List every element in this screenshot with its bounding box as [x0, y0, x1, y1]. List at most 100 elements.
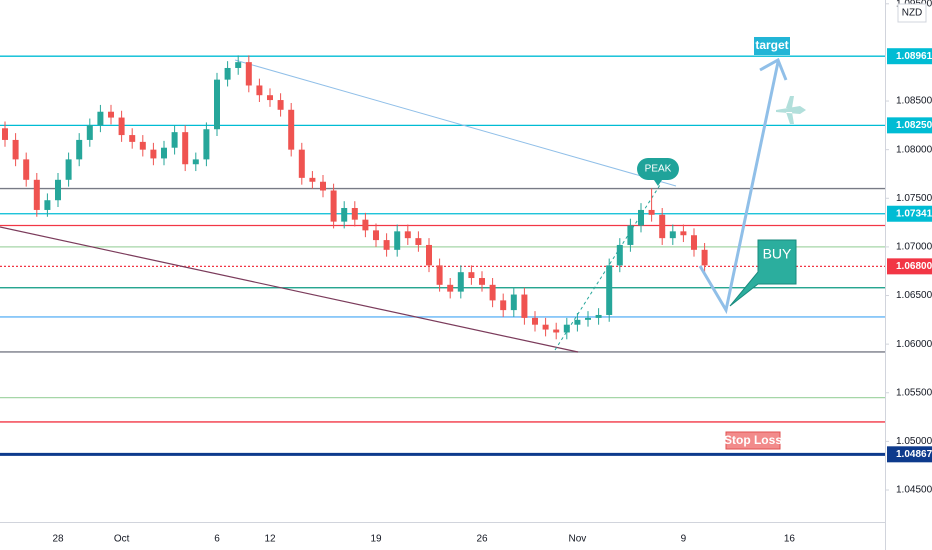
candle-body — [362, 219, 369, 231]
trend-line — [0, 226, 579, 353]
candle-body — [648, 209, 655, 215]
buy-label: BUY — [763, 246, 792, 262]
candle-body — [97, 111, 104, 126]
candle-body — [235, 62, 242, 68]
candle-body — [33, 179, 40, 210]
y-tick-label: 1.05000 — [896, 436, 932, 447]
projection-arrow — [698, 61, 780, 315]
candle-body — [404, 231, 411, 239]
candle-body — [309, 177, 316, 182]
candle-body — [129, 135, 136, 142]
candle-body — [553, 329, 560, 333]
candle-body — [277, 100, 284, 110]
levels — [0, 55, 885, 456]
candle-body — [585, 317, 591, 320]
plane-icon — [776, 96, 806, 124]
candle-body — [330, 190, 337, 222]
candle-body — [500, 300, 507, 311]
candles — [2, 55, 708, 340]
candle-body — [23, 159, 30, 180]
x-tick-label: 9 — [681, 534, 687, 545]
price-axis — [886, 0, 932, 550]
candle-body — [468, 272, 475, 279]
currency-box — [897, 3, 927, 23]
level-price-box — [887, 205, 932, 222]
candle-body — [532, 317, 538, 325]
buy-callout — [729, 239, 797, 307]
candle-body — [351, 208, 358, 220]
candle-body — [616, 244, 623, 266]
y-tick-label: 1.06000 — [896, 339, 932, 350]
candle-body — [118, 117, 125, 136]
candle-body — [510, 294, 517, 311]
level-price-box — [887, 258, 932, 275]
target-label: target — [755, 38, 788, 52]
axis-labels: 1.04500 1.05000 1.05500 1.06000 1.06500 1.070… — [52, 0, 932, 545]
candle-body — [65, 159, 72, 180]
candle-body — [691, 235, 697, 250]
x-tick-label: 19 — [370, 534, 382, 545]
candle-body — [214, 79, 220, 130]
level-price-label: 1.04867 — [896, 449, 932, 460]
candle-body — [701, 249, 708, 266]
candle-body — [680, 231, 687, 236]
x-tick-label: Oct — [114, 534, 130, 545]
y-tick-label: 1.07500 — [896, 193, 932, 204]
target-box — [754, 37, 790, 55]
level-price-label: 1.06800 — [896, 261, 932, 272]
x-tick-label: Nov — [569, 534, 587, 545]
y-tick-label: 1.04500 — [896, 485, 932, 496]
y-tick-label: 1.05500 — [896, 387, 932, 398]
candle-body — [224, 67, 231, 80]
level-price-box — [887, 446, 932, 463]
candle-body — [267, 95, 273, 101]
candle-body — [192, 159, 199, 165]
candle-body — [606, 265, 613, 315]
time-axis — [0, 523, 886, 550]
candle-body — [415, 238, 422, 245]
x-tick-label: 12 — [264, 534, 276, 545]
candle-body — [108, 111, 114, 118]
arrow-head — [759, 57, 788, 81]
candle-body — [489, 284, 496, 301]
candle-body — [638, 209, 644, 226]
candle-body — [182, 132, 189, 165]
stop-loss-box — [725, 431, 781, 450]
y-tick-label: 1.08500 — [896, 96, 932, 107]
y-tick-label: 1.06500 — [896, 290, 932, 301]
candle-body — [627, 225, 634, 245]
candle-body — [150, 149, 157, 159]
candle-body — [542, 324, 549, 330]
x-tick-label: 26 — [476, 534, 488, 545]
peak-bubble — [637, 158, 679, 186]
candle-body — [341, 208, 348, 222]
candle-body — [12, 139, 19, 160]
x-tick-label: 16 — [784, 534, 796, 545]
y-tick-label: 1.07000 — [896, 242, 932, 253]
level-price-label: 1.08250 — [896, 120, 932, 131]
level-price-box — [887, 117, 932, 134]
level-price-box — [887, 48, 932, 65]
level-price-label: 1.08961 — [896, 51, 932, 62]
candle-body — [383, 240, 390, 250]
candle-body — [447, 284, 454, 292]
candle-body — [2, 128, 8, 140]
candle-body — [521, 294, 528, 318]
candle-body — [320, 181, 326, 191]
candle-body — [394, 231, 401, 250]
candle-body — [595, 314, 602, 318]
candle-body — [298, 149, 305, 178]
level-price-label: 1.07341 — [896, 208, 932, 219]
candle-body — [457, 272, 464, 292]
candle-body — [574, 319, 581, 325]
stop-loss-label: Stop Loss — [724, 433, 782, 447]
candle-body — [203, 129, 210, 160]
candle-body — [171, 132, 178, 148]
trend-line — [234, 59, 677, 187]
y-tick-label: 1.08000 — [896, 144, 932, 155]
candle-body — [426, 244, 432, 266]
candle-body — [373, 230, 379, 241]
candle-body — [288, 109, 295, 150]
candle-body — [563, 324, 570, 333]
